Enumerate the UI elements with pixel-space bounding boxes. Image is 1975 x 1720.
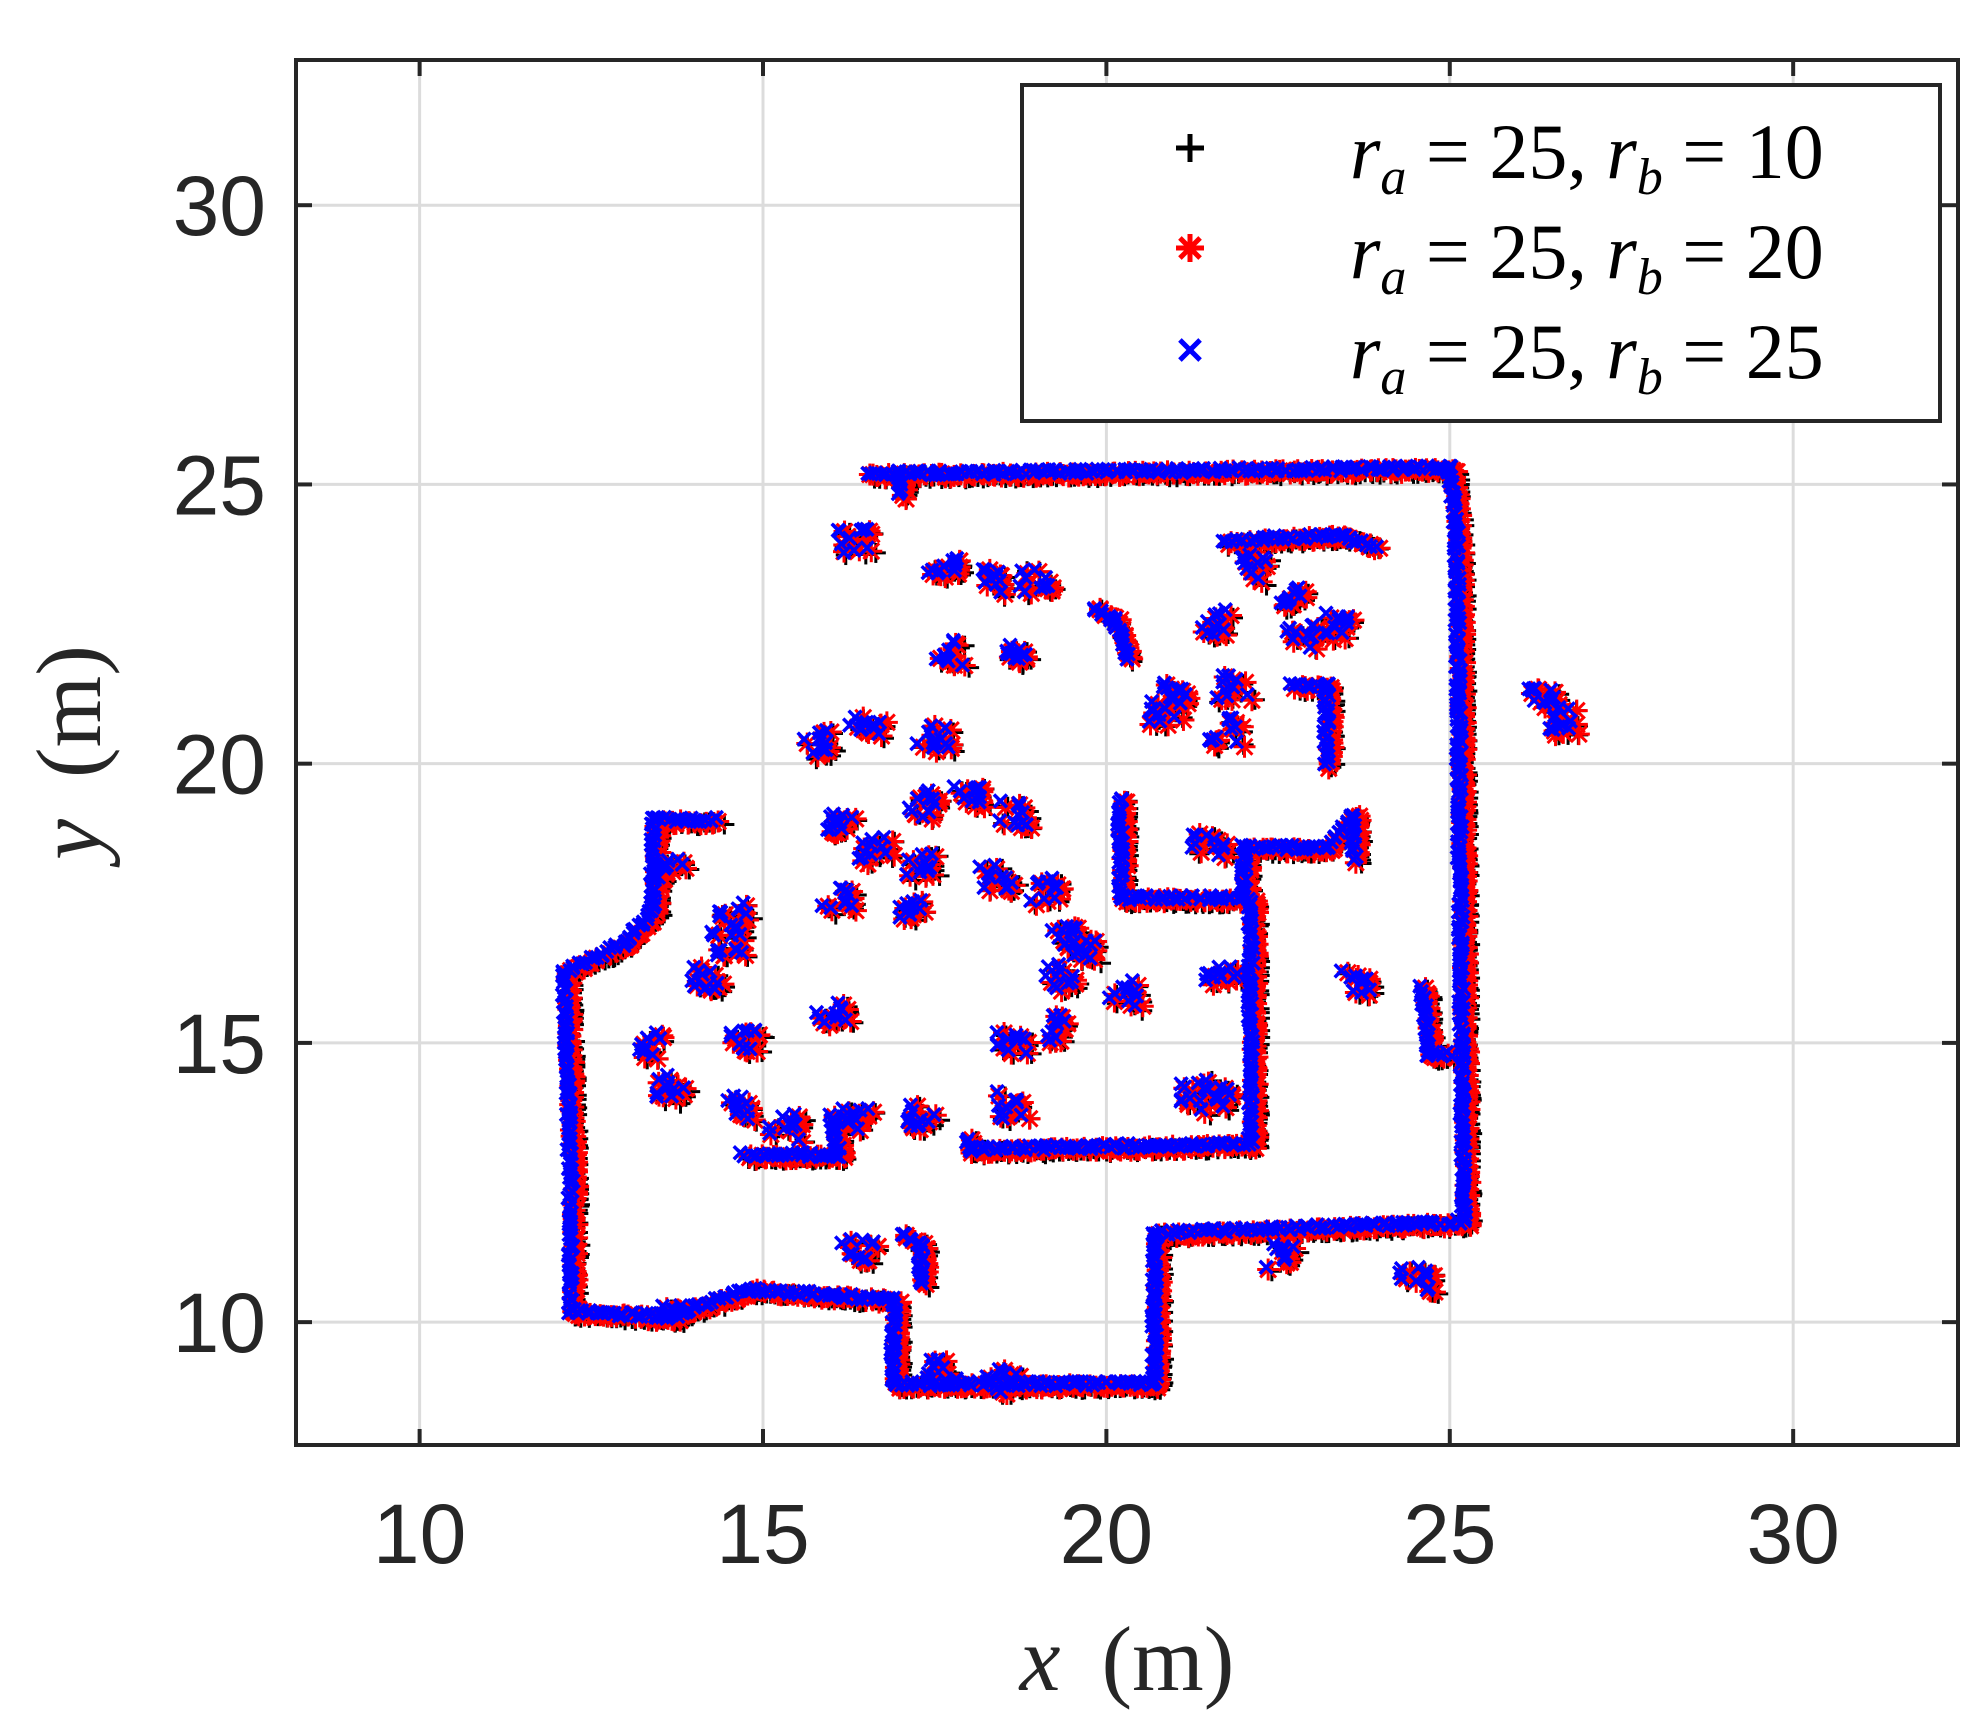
data-markers — [554, 457, 1590, 1406]
asterisk-marker — [1018, 1107, 1041, 1130]
